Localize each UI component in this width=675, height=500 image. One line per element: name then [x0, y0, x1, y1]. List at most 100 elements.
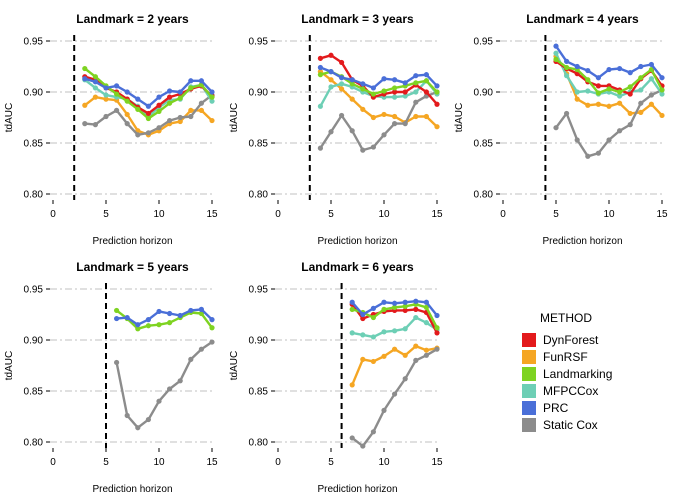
- y-tick-label: 0.95: [249, 37, 269, 48]
- data-point: [413, 113, 419, 120]
- data-point: [209, 317, 215, 323]
- panel-title: Landmark = 4 years: [526, 12, 639, 26]
- y-tick-label: 0.80: [249, 438, 269, 449]
- series-line: [351, 344, 438, 386]
- data-point: [339, 59, 345, 66]
- x-tick-label: 10: [378, 457, 390, 468]
- data-point: [349, 299, 355, 305]
- data-point: [434, 330, 440, 336]
- data-point: [553, 125, 559, 131]
- x-tick-label: 10: [603, 209, 615, 220]
- data-point: [349, 330, 355, 336]
- data-point: [659, 91, 665, 97]
- data-point: [317, 55, 323, 61]
- data-point: [617, 100, 623, 106]
- x-tick-label: 15: [206, 209, 218, 220]
- data-point: [349, 81, 355, 87]
- y-axis-label: tdAUC: [229, 351, 240, 380]
- data-point: [124, 412, 130, 419]
- data-point: [370, 114, 376, 121]
- data-point: [145, 110, 151, 117]
- y-tick-label: 0.85: [249, 139, 269, 150]
- data-point: [434, 124, 440, 130]
- data-point: [585, 153, 591, 159]
- series-landmarking: [553, 56, 665, 96]
- data-point: [360, 311, 366, 318]
- series-line: [116, 308, 213, 326]
- data-point: [585, 77, 591, 83]
- data-point: [392, 85, 398, 91]
- y-tick-label: 0.85: [249, 387, 269, 398]
- data-point: [370, 314, 376, 321]
- data-point: [370, 358, 376, 365]
- x-tick-label: 5: [328, 209, 334, 220]
- data-point: [370, 305, 376, 311]
- data-point: [423, 320, 429, 326]
- data-point: [370, 429, 376, 435]
- data-point: [114, 307, 120, 314]
- y-axis-label: tdAUC: [229, 103, 240, 132]
- data-point: [574, 89, 580, 95]
- data-point: [92, 85, 98, 91]
- y-tick-label: 0.85: [24, 387, 44, 398]
- data-point: [370, 91, 376, 97]
- data-point: [381, 76, 387, 82]
- data-point: [370, 334, 376, 340]
- data-point: [360, 443, 366, 449]
- data-point: [392, 346, 398, 352]
- data-point: [381, 407, 387, 413]
- data-point: [648, 76, 655, 82]
- y-tick-label: 0.95: [249, 285, 269, 296]
- data-point: [381, 306, 387, 312]
- data-point: [595, 90, 602, 96]
- series-funrsf: [349, 343, 440, 388]
- data-point: [167, 320, 173, 326]
- data-point: [177, 312, 183, 319]
- data-point: [392, 77, 398, 83]
- data-point: [402, 121, 408, 127]
- data-point: [198, 346, 204, 352]
- data-point: [92, 122, 98, 128]
- x-tick-label: 0: [500, 209, 506, 220]
- data-point: [114, 359, 120, 366]
- y-tick-label: 0.90: [24, 336, 44, 347]
- data-point: [370, 144, 376, 150]
- x-tick-label: 5: [328, 457, 334, 468]
- data-point: [553, 56, 559, 62]
- data-point: [92, 79, 98, 85]
- legend-label: FunRSF: [543, 350, 588, 364]
- data-point: [434, 101, 440, 107]
- series-prc: [553, 43, 665, 81]
- x-axis-label: Prediction horizon: [542, 236, 622, 247]
- legend-label: DynForest: [543, 333, 599, 347]
- series-line: [555, 88, 663, 158]
- legend-swatch: [522, 384, 536, 398]
- panel-1: Landmark = 2 years 0.80 0.85 0.90 0.95 0 5 10 15…: [4, 12, 218, 247]
- series-mfpccox: [349, 314, 440, 340]
- legend-item-landmarking: Landmarking: [522, 367, 612, 381]
- data-point: [145, 115, 151, 122]
- data-point: [124, 314, 130, 321]
- series-line: [319, 90, 438, 152]
- data-point: [209, 89, 215, 95]
- x-tick-label: 10: [153, 209, 165, 220]
- data-point: [617, 65, 623, 72]
- data-point: [167, 310, 173, 317]
- data-point: [114, 107, 120, 113]
- data-point: [124, 121, 130, 127]
- data-point: [124, 89, 130, 95]
- x-tick-label: 5: [103, 209, 109, 220]
- legend-swatch: [522, 401, 536, 415]
- data-point: [124, 111, 130, 118]
- legend-title: METHOD: [540, 311, 592, 325]
- legend-item-funrsf: FunRSF: [522, 350, 588, 364]
- y-tick-label: 0.80: [24, 190, 44, 201]
- data-point: [434, 325, 440, 331]
- data-point: [188, 307, 194, 314]
- data-point: [349, 128, 355, 134]
- panel-3: Landmark = 4 years 0.80 0.85 0.90 0.95 0 5 10 15…: [454, 12, 668, 247]
- data-point: [135, 322, 141, 328]
- data-point: [82, 102, 88, 108]
- data-point: [564, 64, 570, 71]
- data-point: [339, 81, 345, 87]
